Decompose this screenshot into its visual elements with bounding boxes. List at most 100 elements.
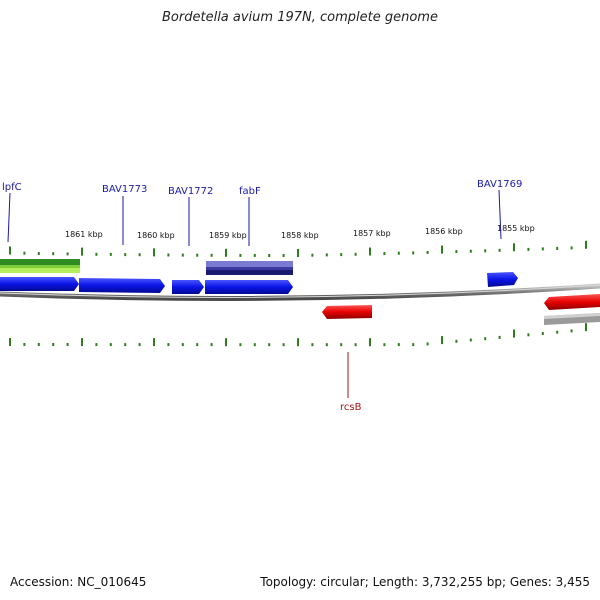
topology-value: circular; [320,575,369,589]
minor-tick [210,343,213,347]
minor-tick [109,252,112,256]
label-fabF-text: fabF [239,186,261,197]
major-tick [81,338,83,347]
minor-tick [541,332,544,335]
scale-label-1859: 1859 kbp [209,231,247,240]
minor-tick [210,253,213,257]
accession-info: Accession: NC_010645 [10,575,146,589]
major-tick [513,243,515,252]
gene-arrow-fabF[interactable] [205,280,293,294]
minor-tick [412,343,415,347]
gene-arrow-bav1773[interactable] [79,278,165,293]
genes-label: Genes: [509,575,552,589]
minor-tick [282,343,285,347]
feature-grey-right-edge[interactable] [544,313,600,325]
minor-tick [570,246,573,250]
minor-tick [66,252,69,256]
minor-tick [52,252,55,256]
minor-tick [498,248,501,252]
gene-arrow-bav1769[interactable] [487,272,518,287]
minor-tick [311,253,314,257]
genes-value: 3,455 [555,575,590,589]
minor-tick [311,343,314,347]
minor-tick [397,343,400,347]
minor-tick [138,343,141,347]
feature-fabF[interactable] [206,261,293,275]
topology-label: Topology: [260,575,317,589]
label-fabF[interactable]: fabF [239,186,261,246]
accession-value: NC_010645 [77,575,147,589]
gene-arrow-rcsB[interactable] [322,305,372,319]
page-title: Bordetella avium 197N, complete genome [162,10,438,25]
major-tick [369,247,371,256]
scale-ticks-outer [9,240,587,257]
length-value: 3,732,255 bp; [421,575,507,589]
major-tick [297,338,299,347]
minor-tick [239,343,242,347]
label-bav1769-text: BAV1769 [477,179,522,190]
minor-tick [109,343,112,347]
major-tick [9,338,11,346]
major-tick [441,336,443,345]
minor-tick [455,339,458,343]
scale-label-1858: 1858 kbp [281,231,319,240]
minor-tick [397,251,400,255]
feature-lpfC[interactable] [0,259,80,273]
label-bav1769[interactable]: BAV1769 [477,179,522,240]
major-tick [585,323,587,332]
minor-tick [469,338,472,342]
minor-tick [383,252,386,256]
major-tick [153,248,155,257]
genome-backbone [0,283,600,301]
minor-tick [469,249,472,253]
minor-tick [383,343,386,347]
major-tick [81,247,83,256]
scale-ticks-inner [9,323,587,347]
gene-arrow-bav1772[interactable] [172,280,204,294]
minor-tick [124,343,127,347]
major-tick [297,249,299,257]
minor-tick [66,343,69,346]
minor-tick [484,337,487,341]
scale-label-1855: 1855 kbp [497,224,535,233]
minor-tick [484,249,487,253]
minor-tick [426,342,429,346]
label-rcsB-text: rcsB [340,402,362,413]
label-bav1773-text: BAV1773 [102,184,147,195]
minor-tick [455,250,458,254]
minor-tick [282,254,285,257]
minor-tick [37,252,40,255]
label-lpfC-text: lpfC [2,182,22,193]
minor-tick [527,333,530,337]
major-tick [513,329,515,338]
minor-tick [95,343,98,347]
accession-label: Accession: [10,575,74,589]
minor-tick [325,343,328,347]
scale-label-1856: 1856 kbp [425,227,463,236]
minor-tick [556,246,559,250]
minor-tick [52,343,55,346]
minor-tick [268,254,271,257]
gene-arrow-right-edge[interactable] [544,294,600,310]
label-lpfC[interactable]: lpfC [2,182,22,243]
major-tick [225,248,227,257]
minor-tick [167,253,170,257]
major-tick [9,246,11,255]
minor-tick [498,335,501,339]
minor-tick [239,253,242,257]
minor-tick [95,252,98,256]
genome-summary: Topology: circular; Length: 3,732,255 bp… [260,575,590,589]
label-rcsB[interactable]: rcsB [340,352,362,413]
gene-arrow-lpfC[interactable] [0,277,79,291]
major-tick [225,338,227,347]
major-tick [441,245,443,254]
label-bav1773[interactable]: BAV1773 [102,184,147,245]
minor-tick [167,343,170,347]
scale-label-1860: 1860 kbp [137,231,175,240]
minor-tick [253,343,256,347]
major-tick [585,240,587,249]
minor-tick [325,253,328,257]
label-bav1772[interactable]: BAV1772 [168,186,213,246]
minor-tick [181,343,184,347]
